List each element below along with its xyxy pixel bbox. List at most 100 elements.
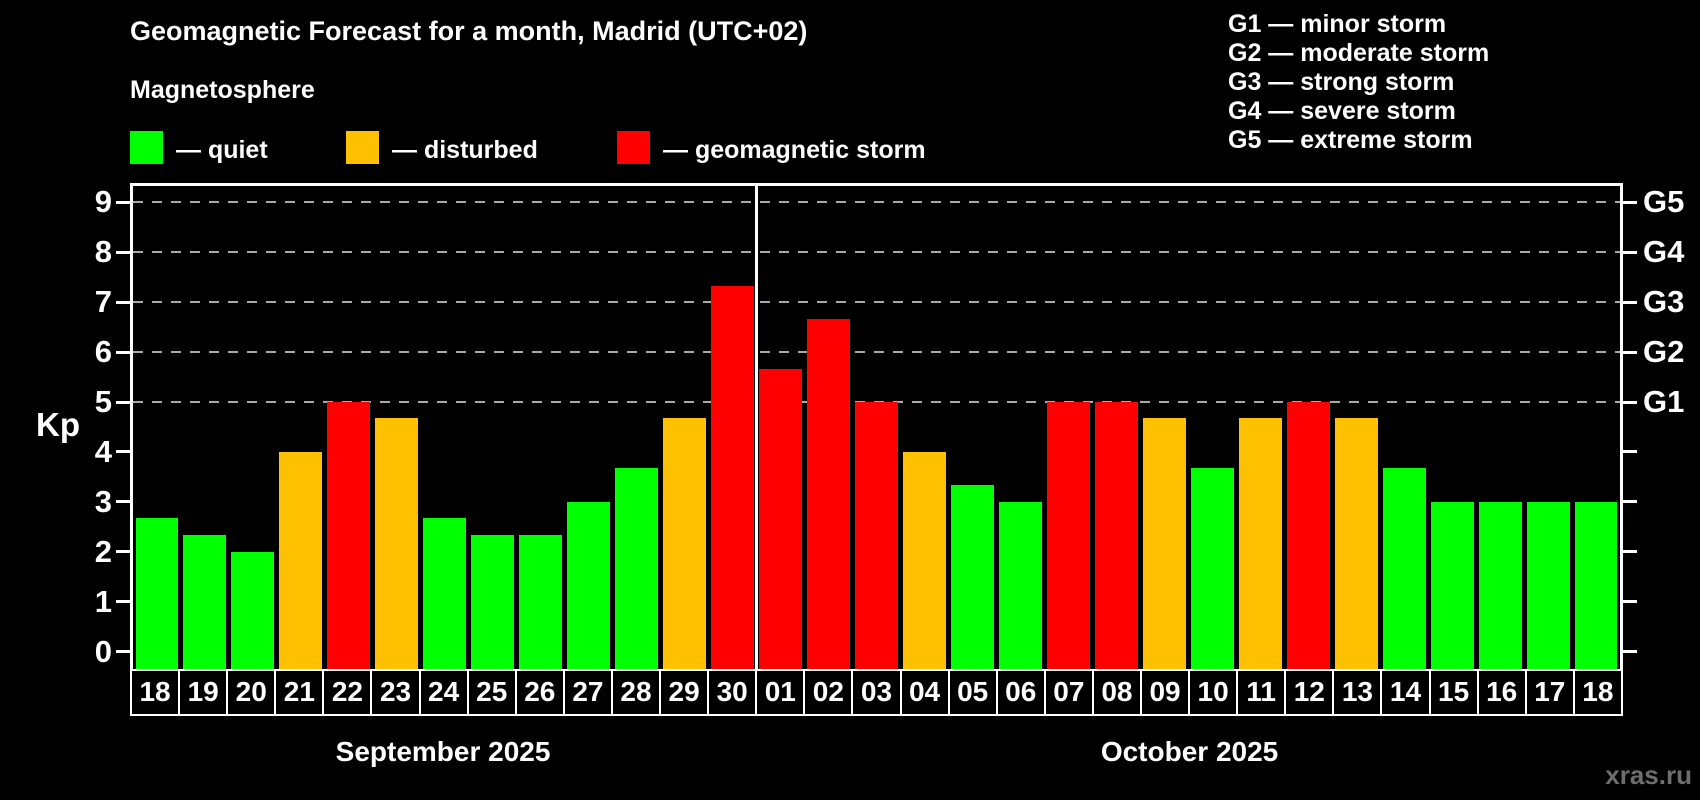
- storm-swatch: [617, 131, 650, 164]
- right-tick-8: [1623, 250, 1637, 254]
- day-label-22: 22: [324, 671, 373, 714]
- left-tick-4: [116, 450, 130, 454]
- left-tick-2: [116, 550, 130, 554]
- kp-bar-16: [1478, 501, 1522, 669]
- day-label-18: 18: [132, 671, 181, 714]
- kp-bar-03: [855, 402, 898, 669]
- g-label-g1: G1: [1643, 384, 1685, 419]
- y-tick-label-7: 7: [94, 284, 112, 320]
- kp-bar-10: [1190, 468, 1234, 669]
- day-label-02: 02: [805, 671, 854, 714]
- kp-bar-29: [663, 418, 707, 669]
- right-tick-6: [1623, 350, 1637, 354]
- right-tick-2: [1623, 550, 1637, 554]
- storm-scale-legend: G1 — minor storm G2 — moderate storm G3 …: [1228, 10, 1489, 155]
- kp-bar-17: [1526, 501, 1570, 669]
- disturbed-swatch: [346, 131, 379, 164]
- kp-bar-26: [519, 535, 563, 669]
- day-label-24: 24: [421, 671, 469, 714]
- kp-bar-14: [1382, 468, 1426, 669]
- month-label-october: October 2025: [1100, 736, 1279, 767]
- day-label-01: 01: [757, 671, 806, 714]
- day-label-06: 06: [998, 671, 1046, 714]
- y-tick-label-3: 3: [94, 483, 112, 519]
- gridline-kp8: [133, 251, 1620, 254]
- storm-scale-g3: G3 — strong storm: [1228, 68, 1455, 96]
- kp-bar-15: [1430, 501, 1474, 669]
- gridline-kp6: [133, 351, 1620, 354]
- kp-bar-19: [183, 535, 227, 669]
- day-label-17: 17: [1527, 671, 1575, 714]
- y-tick-label-9: 9: [94, 184, 112, 220]
- y-tick-label-0: 0: [94, 633, 112, 669]
- day-label-04: 04: [902, 671, 950, 714]
- g-label-g5: G5: [1643, 184, 1685, 220]
- storm-scale-g2: G2 — moderate storm: [1228, 39, 1490, 67]
- day-label-11: 11: [1238, 671, 1287, 714]
- day-label-16: 16: [1479, 671, 1527, 714]
- left-tick-8: [116, 250, 130, 254]
- kp-bar-07: [1046, 402, 1090, 669]
- month-label-september: September 2025: [335, 736, 551, 767]
- left-tick-9: [116, 200, 130, 204]
- kp-bar-23: [375, 418, 419, 669]
- day-label-27: 27: [565, 671, 613, 714]
- kp-bar-20: [231, 551, 275, 669]
- kp-bar-11: [1238, 418, 1282, 669]
- day-axis: 18 19 20 21 22 23 24 25 26 27 28 29 30 01 02 03 04 05 06 07…: [130, 669, 1623, 716]
- storm-scale-g1: G1 — minor storm: [1228, 10, 1447, 38]
- kp-bar-30: [711, 285, 755, 669]
- y-tick-label-6: 6: [94, 334, 112, 370]
- left-tick-6: [116, 350, 130, 354]
- day-label-29: 29: [661, 671, 710, 714]
- gridline-kp9: [133, 201, 1620, 204]
- day-label-30: 30: [709, 671, 758, 714]
- y-tick-label-2: 2: [94, 533, 112, 569]
- left-tick-1: [116, 600, 130, 604]
- kp-bar-28: [615, 468, 659, 669]
- right-tick-9: [1623, 200, 1637, 204]
- kp-bar-13: [1334, 418, 1378, 669]
- kp-bar-09: [1142, 418, 1186, 669]
- g-label-g3: G3: [1643, 284, 1685, 320]
- day-label-19: 19: [180, 671, 229, 714]
- left-tick-7: [116, 300, 130, 304]
- right-tick-1: [1623, 600, 1637, 604]
- g-label-g4: G4: [1643, 234, 1685, 270]
- month-separator: [755, 186, 759, 669]
- right-tick-4: [1623, 450, 1637, 454]
- day-label-10: 10: [1190, 671, 1239, 714]
- day-label-12: 12: [1286, 671, 1335, 714]
- kp-bar-27: [567, 501, 611, 669]
- day-label-05: 05: [950, 671, 998, 714]
- kp-bar-01: [759, 368, 803, 669]
- disturbed-label: — disturbed: [392, 136, 538, 164]
- day-label-07: 07: [1046, 671, 1094, 714]
- left-tick-3: [116, 500, 130, 504]
- plot-area: [130, 183, 1623, 669]
- quiet-swatch: [130, 131, 163, 164]
- left-tick-5: [116, 400, 130, 404]
- day-label-09: 09: [1142, 671, 1191, 714]
- day-label-20: 20: [228, 671, 277, 714]
- y-axis-title: Kp: [36, 406, 80, 443]
- watermark: xras.ru: [1605, 760, 1692, 790]
- kp-bar-02: [807, 318, 850, 669]
- y-tick-label-5: 5: [94, 384, 112, 419]
- kp-bar-21: [279, 451, 323, 669]
- right-tick-7: [1623, 300, 1637, 304]
- day-label-15: 15: [1431, 671, 1479, 714]
- kp-bar-06: [998, 501, 1042, 669]
- kp-bar-22: [327, 402, 371, 669]
- right-tick-0: [1623, 650, 1637, 653]
- left-tick-0: [116, 650, 130, 653]
- kp-bar-08: [1094, 402, 1138, 669]
- kp-bar-12: [1286, 402, 1330, 669]
- day-label-21: 21: [276, 671, 325, 714]
- kp-bar-18: [1574, 501, 1618, 669]
- gridline-kp7: [133, 301, 1620, 304]
- right-tick-3: [1623, 500, 1637, 504]
- y-tick-label-1: 1: [94, 583, 112, 619]
- quiet-label: — quiet: [176, 136, 268, 164]
